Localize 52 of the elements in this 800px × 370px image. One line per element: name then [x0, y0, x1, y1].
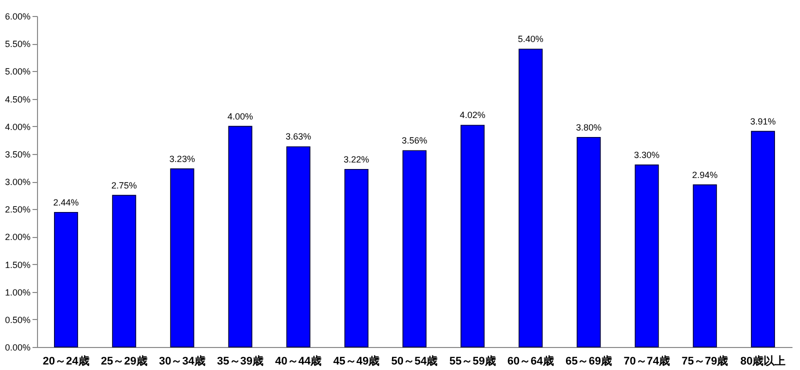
bar — [344, 168, 368, 348]
bar — [460, 124, 485, 348]
bar — [228, 126, 252, 348]
bar — [750, 130, 775, 348]
bar — [634, 164, 659, 348]
x-tick-label: 50～54歳 — [391, 354, 438, 368]
data-label: 2.94% — [692, 170, 718, 180]
y-tick-label: 0.00% — [4, 342, 30, 352]
data-label: 3.23% — [169, 154, 195, 164]
bar — [692, 184, 717, 348]
y-tick-label: 2.00% — [4, 232, 30, 242]
data-label: 5.40% — [518, 34, 544, 44]
data-label: 4.00% — [228, 111, 254, 122]
y-tick-label: 6.00% — [4, 12, 30, 22]
data-label: 3.80% — [576, 122, 602, 132]
x-tick-label: 60～64歳 — [507, 354, 554, 368]
x-tick-label: 25～29歳 — [100, 354, 148, 368]
x-tick-label: 75～79歳 — [682, 354, 728, 368]
y-tick-label: 5.50% — [4, 39, 30, 50]
data-label: 3.91% — [750, 116, 776, 126]
bar — [286, 146, 310, 348]
y-tick-label: 3.50% — [4, 149, 30, 160]
bar — [402, 150, 427, 348]
x-tick-label: 45～49歳 — [333, 354, 380, 368]
y-tick-label: 0.50% — [4, 314, 30, 325]
bar — [518, 48, 543, 348]
y-tick-label: 5.00% — [4, 66, 30, 77]
x-tick-label: 80歳以上 — [740, 354, 786, 368]
bar — [576, 136, 601, 348]
y-tick-label: 1.00% — [4, 287, 30, 298]
data-label: 3.22% — [344, 154, 370, 164]
y-tick-label: 4.50% — [4, 94, 30, 104]
y-tick-label: 4.00% — [4, 122, 30, 132]
data-label: 4.02% — [460, 110, 486, 120]
data-label: 2.44% — [53, 197, 79, 208]
data-label: 3.56% — [402, 136, 428, 146]
bar — [54, 212, 78, 348]
data-label: 3.63% — [286, 132, 312, 142]
y-tick-label: 2.50% — [4, 204, 30, 215]
y-tick-label: 3.00% — [4, 177, 30, 187]
x-tick-label: 35～39歳 — [217, 354, 264, 368]
x-tick-label: 55～59歳 — [449, 354, 496, 368]
data-label: 2.75% — [111, 180, 137, 190]
x-tick-label: 40～44歳 — [275, 354, 322, 368]
x-tick-label: 65～69歳 — [565, 354, 612, 368]
x-tick-label: 70～74歳 — [624, 354, 670, 368]
x-tick-label: 30～34歳 — [158, 354, 206, 368]
y-tick-label: 1.50% — [4, 260, 30, 270]
x-tick-label: 20～24歳 — [42, 354, 90, 368]
data-label: 3.30% — [634, 150, 660, 160]
bar — [112, 194, 136, 348]
bar — [170, 168, 194, 348]
